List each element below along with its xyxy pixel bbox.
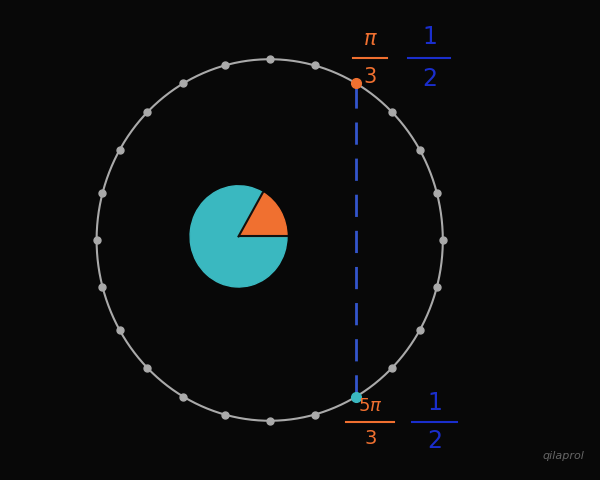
Text: $2$: $2$ [422,67,436,91]
Wedge shape [239,192,287,236]
Text: $1$: $1$ [427,391,442,415]
Text: $3$: $3$ [363,67,377,87]
Text: $\pi$: $\pi$ [362,29,377,49]
Text: $2$: $2$ [427,429,442,453]
Text: $1$: $1$ [422,25,436,49]
Text: qilaprol: qilaprol [543,451,585,460]
Text: $3$: $3$ [364,429,377,448]
Text: $5\pi$: $5\pi$ [358,396,382,415]
Wedge shape [190,186,287,287]
